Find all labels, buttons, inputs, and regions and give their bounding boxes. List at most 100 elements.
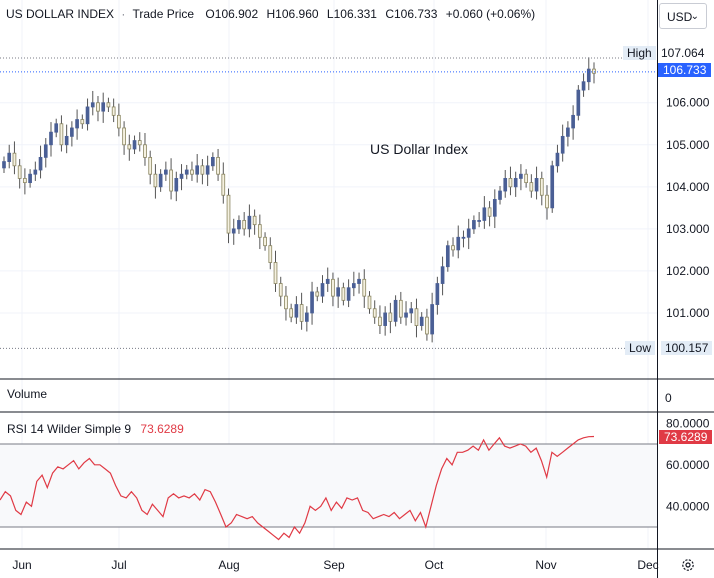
candle-body <box>284 295 288 310</box>
candle-body <box>331 278 335 297</box>
candle-body <box>273 262 278 284</box>
candle-body <box>299 304 304 322</box>
rsi-tick-label: 40.0000 <box>666 499 710 513</box>
candle-body <box>216 156 220 175</box>
candle-body <box>190 169 194 175</box>
close-value: 106.733 <box>394 7 438 21</box>
candle-body <box>320 283 325 297</box>
price-tick-label: 104.000 <box>666 180 710 194</box>
volume-pane-label: Volume <box>7 387 48 401</box>
candle-body <box>143 144 147 158</box>
candle-body <box>237 220 241 230</box>
candle-body <box>487 207 492 217</box>
candle-body <box>414 308 419 326</box>
rsi-line <box>0 435 595 541</box>
candle-body <box>592 68 596 74</box>
candle-body <box>529 182 534 192</box>
time-tick-label: Jul <box>111 558 126 572</box>
candle-body <box>17 165 22 179</box>
candle-body <box>247 215 252 230</box>
low-value: 106.331 <box>333 7 377 21</box>
rsi-tick-label: 60.0000 <box>666 458 710 472</box>
time-tick-label: Dec <box>637 558 658 572</box>
candle-body <box>268 245 273 263</box>
candle-body <box>28 173 32 184</box>
candle-body <box>164 169 168 175</box>
candle-body <box>539 178 544 196</box>
rsi-band-fill <box>0 444 657 527</box>
time-tick-label: Oct <box>425 558 444 572</box>
candle-body <box>581 81 586 91</box>
rsi-legend: RSI 14 Wilder Simple 9 73.6289 <box>7 422 184 436</box>
price-tick-label: 101.000 <box>666 306 710 320</box>
candle-body <box>278 283 283 297</box>
high-tag-value: 107.064 <box>661 46 705 60</box>
candle-body <box>54 123 59 133</box>
low-tag-label: Low <box>625 340 656 356</box>
candle-body <box>80 119 85 125</box>
candle-body <box>200 165 205 175</box>
candle-body <box>90 102 95 108</box>
candle-body <box>169 169 173 192</box>
chart-title: US Dollar Index <box>370 141 469 157</box>
candle-body <box>362 278 367 297</box>
candle-body <box>315 291 320 297</box>
candle-body <box>43 144 48 158</box>
time-axis[interactable]: Jun Jul Aug Sep Oct Nov Dec <box>12 558 658 572</box>
candle-body <box>263 236 267 247</box>
time-tick-label: Nov <box>535 558 556 572</box>
candle-body <box>117 114 121 129</box>
close-label: C <box>385 7 394 21</box>
candle-body <box>148 156 153 175</box>
candle-body <box>513 178 518 188</box>
symbol-header: US DOLLAR INDEX · Trade Price O106.902 H… <box>6 7 535 21</box>
candle-body <box>456 236 461 251</box>
candle-body <box>466 228 471 238</box>
candle-body <box>498 190 502 200</box>
candle-body <box>127 144 132 150</box>
candle-body <box>38 156 43 171</box>
candle-body <box>388 312 393 322</box>
candle-body <box>49 131 53 146</box>
header-separator: · <box>121 7 126 21</box>
candle-body <box>445 245 450 268</box>
volume-axis-value: 0 <box>665 391 672 405</box>
high-value: 106.960 <box>275 7 319 21</box>
candle-body <box>2 161 6 169</box>
candle-body <box>571 114 575 129</box>
candle-body <box>64 135 69 146</box>
candle-body <box>451 245 455 251</box>
candle-body <box>7 152 12 162</box>
high-label: H <box>266 7 276 21</box>
price-tick-label: 103.000 <box>666 222 710 236</box>
candle-body <box>101 102 106 112</box>
currency-dropdown[interactable]: USD ⌄ <box>659 3 707 29</box>
candle-body <box>404 312 408 318</box>
price-axis[interactable]: 101.000 102.000 103.000 104.000 105.000 106.0… <box>666 96 710 514</box>
candle-body <box>409 308 414 314</box>
candle-body <box>576 89 581 116</box>
candle-body <box>111 106 116 116</box>
candle-body <box>294 304 299 318</box>
candle-body <box>242 220 247 230</box>
candle-body <box>289 308 294 318</box>
candle-body <box>545 194 549 209</box>
candle-body <box>231 228 236 234</box>
candle-body <box>179 173 184 179</box>
candle-body <box>419 316 424 326</box>
candle-body <box>122 127 126 146</box>
candle-body <box>336 287 340 297</box>
candle-body <box>430 304 434 335</box>
chevron-down-icon: ⌄ <box>690 11 699 22</box>
candle-body <box>508 178 513 188</box>
candle-body <box>555 152 560 167</box>
candle-body <box>195 165 200 175</box>
symbol-name[interactable]: US DOLLAR INDEX <box>6 7 115 21</box>
candle-body <box>226 194 231 234</box>
price-candles <box>2 57 596 343</box>
change-value: +0.060 (+0.06%) <box>445 7 536 21</box>
candle-body <box>59 123 64 146</box>
time-tick-label: Aug <box>218 558 239 572</box>
gear-icon[interactable] <box>681 558 695 572</box>
